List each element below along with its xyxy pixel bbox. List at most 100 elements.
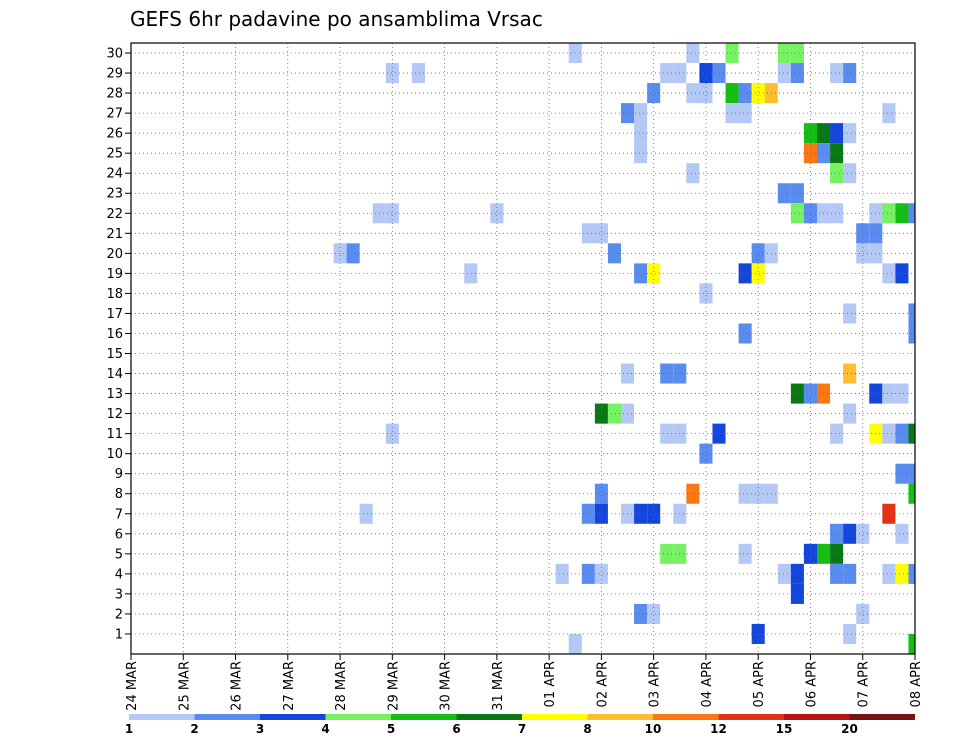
colorbar-tick-label: 8 xyxy=(583,722,591,736)
heatmap-cell xyxy=(686,43,700,64)
x-tick-label: 28 MAR xyxy=(334,661,349,711)
heatmap-cell xyxy=(895,563,909,584)
heatmap-cell xyxy=(803,123,817,144)
heatmap-cell xyxy=(686,83,700,104)
x-tick-label: 05 APR xyxy=(752,661,767,707)
heatmap-cell xyxy=(385,63,399,84)
y-tick-label: 18 xyxy=(106,287,123,302)
heatmap-cell xyxy=(634,603,648,624)
heatmap-cell xyxy=(856,523,870,544)
heatmap-cell xyxy=(738,543,752,564)
colorbar-swatch xyxy=(784,714,850,720)
heatmap-cell xyxy=(790,383,804,404)
x-tick-label: 27 MAR xyxy=(282,661,297,711)
y-tick-label: 14 xyxy=(106,367,123,382)
heatmap-cell xyxy=(830,203,844,224)
heatmap-cell xyxy=(660,543,674,564)
y-tick-label: 21 xyxy=(106,227,123,242)
y-tick-label: 26 xyxy=(106,127,123,142)
colorbar-swatch xyxy=(260,714,326,720)
heatmap-cell xyxy=(594,563,608,584)
heatmap-cell xyxy=(359,503,373,524)
heatmap-cell xyxy=(777,183,791,204)
colorbar: 1 2 3 4 5 6 7 8 10 12 15 20 xyxy=(125,714,915,736)
y-tick-label: 9 xyxy=(115,467,123,482)
heatmap-cell xyxy=(895,203,909,224)
heatmap-cell xyxy=(634,263,648,284)
colorbar-swatch xyxy=(653,714,719,720)
x-tick-label: 08 APR xyxy=(909,661,924,707)
colorbar-tick-label: 12 xyxy=(710,722,727,736)
heatmap-cell xyxy=(738,83,752,104)
heatmap-cell xyxy=(581,223,595,244)
colorbar-tick-label: 4 xyxy=(321,722,329,736)
y-tick-label: 17 xyxy=(106,307,123,322)
heatmap-cell xyxy=(634,143,648,164)
heatmap-cell xyxy=(882,103,896,124)
colorbar-swatch xyxy=(522,714,588,720)
colorbar-tick-label: 2 xyxy=(190,722,198,736)
heatmap-cell xyxy=(647,83,661,104)
colorbar-swatch xyxy=(718,714,784,720)
colorbar-tick-label: 6 xyxy=(452,722,460,736)
heatmap-cell xyxy=(490,203,504,224)
heatmap-cell xyxy=(555,563,569,584)
heatmap-cell xyxy=(790,203,804,224)
heatmap-cell xyxy=(751,263,765,284)
heatmap-cell xyxy=(699,283,713,304)
heatmap-cell xyxy=(634,123,648,144)
heatmap-cell xyxy=(634,103,648,124)
heatmap-cell xyxy=(895,463,909,484)
heatmap-cell xyxy=(594,483,608,504)
heatmap-cell xyxy=(594,503,608,524)
colorbar-tick-label: 7 xyxy=(518,722,526,736)
heatmap-cell xyxy=(725,103,739,124)
heatmap-cell xyxy=(385,423,399,444)
plot-frame xyxy=(130,42,916,655)
colorbar-swatch xyxy=(129,714,195,720)
colorbar-tick-label: 20 xyxy=(841,722,858,736)
x-tick-label: 24 MAR xyxy=(125,661,140,711)
heatmap-cell xyxy=(751,243,765,264)
heatmap-cell xyxy=(803,383,817,404)
colorbar-swatch xyxy=(587,714,653,720)
colorbar-swatch xyxy=(456,714,522,720)
heatmap-cell xyxy=(843,623,857,644)
heatmap-cell xyxy=(686,163,700,184)
heatmap-cell xyxy=(660,423,674,444)
heatmap-cell xyxy=(882,503,896,524)
heatmap-cell xyxy=(751,483,765,504)
heatmap-cell xyxy=(790,63,804,84)
heatmap-cell xyxy=(738,263,752,284)
y-tick-label: 29 xyxy=(106,67,123,82)
y-tick-label: 19 xyxy=(106,267,123,282)
x-tick-label: 07 APR xyxy=(857,661,872,707)
y-tick-label: 3 xyxy=(115,587,123,602)
heatmap-cell xyxy=(751,83,765,104)
heatmap-cell xyxy=(411,63,425,84)
grid xyxy=(131,43,916,654)
heatmap-cell xyxy=(856,243,870,264)
heatmap-cell xyxy=(738,103,752,124)
heatmap-cell xyxy=(830,163,844,184)
colorbar-tick-label: 10 xyxy=(645,722,662,736)
heatmap-cell xyxy=(777,563,791,584)
heatmap-cell xyxy=(830,543,844,564)
heatmap-cell xyxy=(803,143,817,164)
heatmap-cell xyxy=(333,243,347,264)
y-tick-label: 4 xyxy=(115,567,123,582)
x-axis: 24 MAR 25 MAR 26 MAR 27 MAR 28 MAR 29 MAR 30 M… xyxy=(125,654,924,711)
heatmap-cell xyxy=(843,563,857,584)
y-tick-label: 13 xyxy=(106,387,123,402)
x-tick-label: 02 APR xyxy=(595,661,610,707)
heatmap-cell xyxy=(581,503,595,524)
heatmap-cell xyxy=(777,43,791,64)
heatmap-cell xyxy=(895,263,909,284)
x-tick-label: 01 APR xyxy=(543,661,558,707)
heatmap-cell xyxy=(908,633,915,654)
heatmap-cell xyxy=(790,563,804,584)
heatmap-cell xyxy=(790,183,804,204)
heatmap-cell xyxy=(464,263,478,284)
heatmap-cell xyxy=(803,543,817,564)
